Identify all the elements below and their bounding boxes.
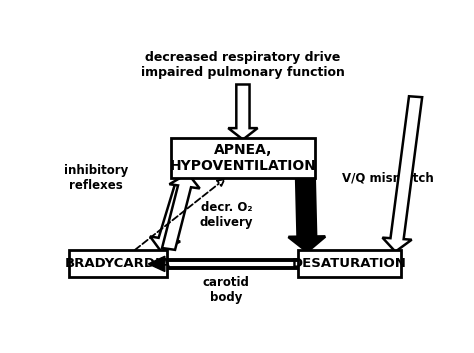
Text: V/Q mismatch: V/Q mismatch [342,172,434,185]
Text: decreased respiratory drive
impaired pulmonary function: decreased respiratory drive impaired pul… [141,50,345,78]
Text: carotid
body: carotid body [203,276,250,304]
Polygon shape [228,84,258,139]
FancyBboxPatch shape [69,250,167,277]
Text: inhibitory
reflexes: inhibitory reflexes [64,164,128,192]
Polygon shape [289,176,325,252]
Text: APNEA,
HYPOVENTILATION: APNEA, HYPOVENTILATION [170,143,316,173]
Polygon shape [150,175,191,252]
Text: DESATURATION: DESATURATION [292,257,407,270]
Polygon shape [162,174,200,250]
Text: decr. O₂
delivery: decr. O₂ delivery [200,201,253,229]
Polygon shape [383,96,422,252]
Text: BRADYCARDIA: BRADYCARDIA [65,257,171,270]
Polygon shape [148,256,165,271]
FancyBboxPatch shape [298,250,401,277]
FancyBboxPatch shape [171,138,315,178]
